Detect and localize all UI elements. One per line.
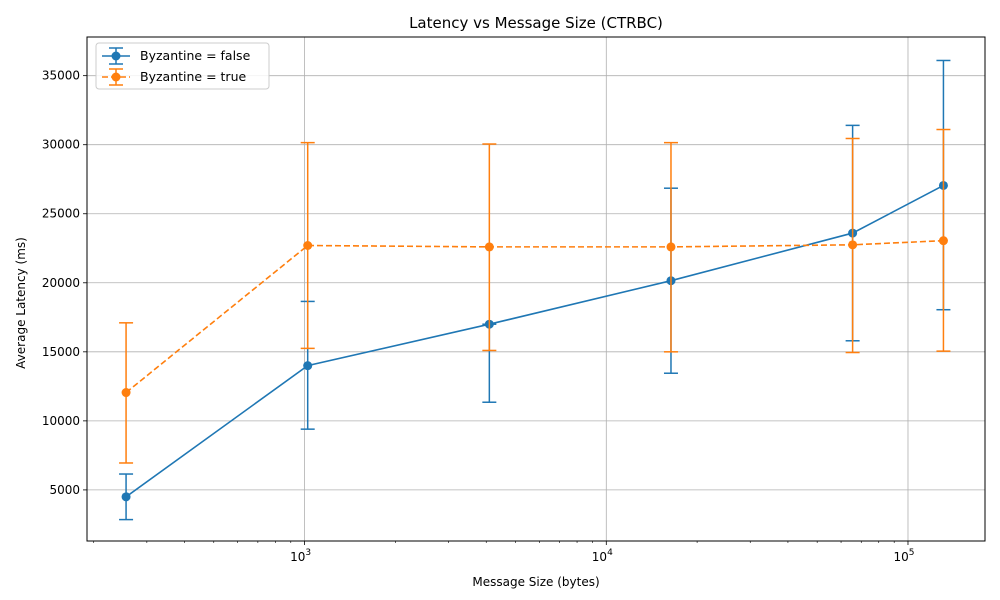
axes: 5000 10000 15000 20000 25000 30000 35000 103 104…: [42, 36, 986, 564]
y-axis-label: Average Latency (ms): [14, 237, 28, 369]
data-point: [484, 242, 494, 252]
grid: [87, 37, 985, 541]
y-tick-label: 20000: [42, 276, 80, 290]
series-layer: [119, 59, 951, 521]
data-point: [121, 388, 131, 398]
legend-marker: [111, 72, 121, 82]
data-point: [121, 492, 131, 502]
x-tick-label: 104: [592, 548, 613, 564]
plot-frame: [86, 36, 986, 542]
y-tick-label: 15000: [42, 345, 80, 359]
y-tick-label: 25000: [42, 207, 80, 221]
data-point: [666, 242, 676, 252]
data-point: [303, 361, 313, 371]
legend-label: Byzantine = false: [140, 48, 251, 63]
y-tick-label: 10000: [42, 414, 80, 428]
data-point: [938, 236, 948, 246]
data-point: [848, 240, 858, 250]
legend-label: Byzantine = true: [140, 69, 246, 84]
y-tick-label: 35000: [42, 69, 80, 83]
x-axis-label: Message Size (bytes): [472, 575, 599, 589]
x-tick-label: 103: [290, 548, 311, 564]
legend-box: [95, 42, 270, 90]
series-1: [119, 59, 951, 521]
chart-title: Latency vs Message Size (CTRBC): [409, 14, 663, 32]
series-line: [125, 184, 944, 498]
y-tick-label: 5000: [49, 483, 80, 497]
legend: Byzantine = false Byzantine = true: [95, 42, 270, 90]
legend-marker: [111, 51, 121, 61]
data-point: [303, 241, 313, 251]
series-2: [119, 128, 951, 464]
x-tick-label: 105: [893, 548, 914, 564]
y-tick-label: 30000: [42, 138, 80, 152]
series-line: [125, 239, 944, 394]
